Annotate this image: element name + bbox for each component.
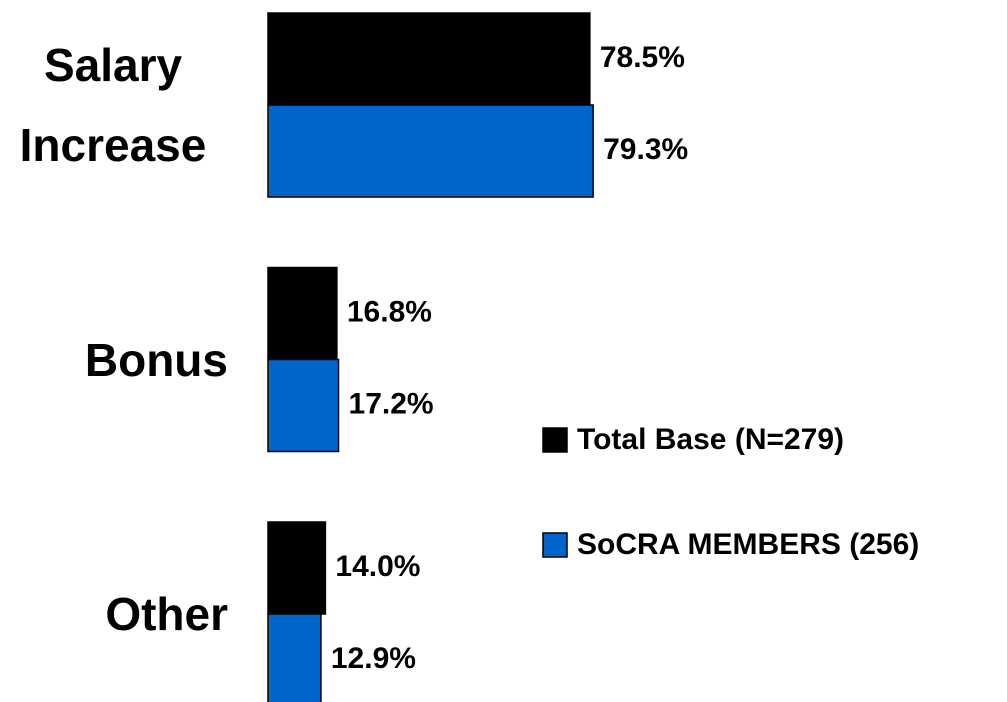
value-label: 14.0% (335, 550, 420, 583)
value-label: 16.8% (347, 295, 432, 328)
bar (267, 521, 327, 615)
bar (267, 613, 322, 702)
category-label: Salary Increase (0, 25, 228, 185)
bar (267, 12, 591, 106)
value-label: 17.2% (349, 387, 434, 420)
legend-swatch (542, 532, 568, 558)
legend-swatch (542, 427, 568, 453)
category-label: Bonus (0, 320, 228, 400)
bar (267, 104, 594, 198)
bar (267, 358, 340, 453)
category-label: Other (0, 574, 228, 654)
value-label: 79.3% (603, 133, 688, 166)
category-text: Other (105, 588, 228, 640)
category-text: Salary Increase (19, 39, 207, 171)
value-label: 12.9% (331, 642, 416, 675)
legend-label: Total Base (N=279) (577, 423, 844, 456)
value-label: 78.5% (600, 41, 685, 74)
category-text: Bonus (84, 333, 228, 386)
legend-label: SoCRA MEMBERS (256) (577, 528, 919, 561)
bar (267, 266, 338, 361)
